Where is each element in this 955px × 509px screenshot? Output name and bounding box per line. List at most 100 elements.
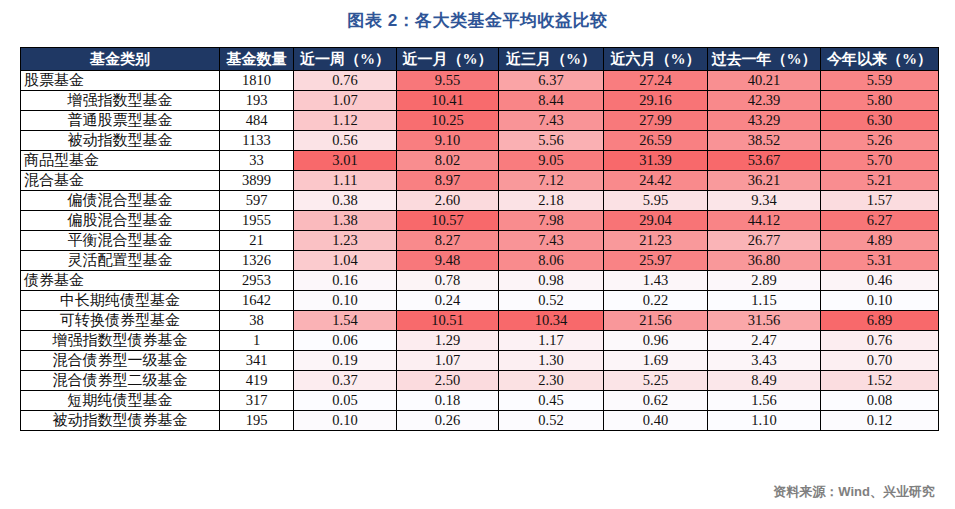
return-value-cell: 1.52 — [821, 371, 939, 391]
column-header-5: 近六月（%） — [604, 48, 708, 71]
return-value-cell: 27.99 — [604, 111, 708, 131]
table-row: 普通股票型基金4841.1210.257.4327.9943.296.30 — [21, 111, 939, 131]
fund-count-cell: 317 — [220, 391, 294, 411]
table-row: 债券基金29530.160.780.981.432.890.46 — [21, 271, 939, 291]
table-row: 混合基金38991.118.977.1224.4236.215.21 — [21, 171, 939, 191]
return-value-cell: 0.12 — [821, 411, 939, 431]
return-value-cell: 1.10 — [708, 411, 821, 431]
fund-count-cell: 597 — [220, 191, 294, 211]
fund-category-cell: 被动指数型基金 — [21, 131, 220, 151]
return-value-cell: 0.16 — [294, 271, 397, 291]
fund-category-cell: 普通股票型基金 — [21, 111, 220, 131]
return-value-cell: 40.21 — [708, 71, 821, 91]
return-value-cell: 7.12 — [499, 171, 604, 191]
return-value-cell: 0.46 — [821, 271, 939, 291]
page-title: 图表 2：各大类基金平均收益比较 — [0, 9, 955, 32]
return-value-cell: 3.43 — [708, 351, 821, 371]
return-value-cell: 6.30 — [821, 111, 939, 131]
return-value-cell: 0.76 — [821, 331, 939, 351]
fund-count-cell: 3899 — [220, 171, 294, 191]
return-value-cell: 0.10 — [294, 291, 397, 311]
column-header-6: 过去一年（%） — [708, 48, 821, 71]
fund-count-cell: 195 — [220, 411, 294, 431]
return-value-cell: 0.45 — [499, 391, 604, 411]
return-value-cell: 1.29 — [397, 331, 499, 351]
return-value-cell: 2.18 — [499, 191, 604, 211]
return-value-cell: 0.52 — [499, 411, 604, 431]
fund-category-cell: 混合债券型二级基金 — [21, 371, 220, 391]
return-value-cell: 1.04 — [294, 251, 397, 271]
return-value-cell: 42.39 — [708, 91, 821, 111]
column-header-3: 近一月（%） — [397, 48, 499, 71]
return-value-cell: 25.97 — [604, 251, 708, 271]
return-value-cell: 9.55 — [397, 71, 499, 91]
return-value-cell: 0.62 — [604, 391, 708, 411]
return-value-cell: 7.43 — [499, 111, 604, 131]
fund-count-cell: 1810 — [220, 71, 294, 91]
table-row: 被动指数型基金11330.569.105.5626.5938.525.26 — [21, 131, 939, 151]
fund-category-cell: 被动指数型债券基金 — [21, 411, 220, 431]
fund-category-cell: 中长期纯债型基金 — [21, 291, 220, 311]
fund-category-cell: 增强指数型基金 — [21, 91, 220, 111]
fund-category-cell: 平衡混合型基金 — [21, 231, 220, 251]
return-value-cell: 1.57 — [821, 191, 939, 211]
return-value-cell: 36.21 — [708, 171, 821, 191]
column-header-1: 基金数量 — [220, 48, 294, 71]
return-value-cell: 4.89 — [821, 231, 939, 251]
return-value-cell: 43.29 — [708, 111, 821, 131]
fund-count-cell: 1326 — [220, 251, 294, 271]
return-value-cell: 1.43 — [604, 271, 708, 291]
fund-category-cell: 偏股混合型基金 — [21, 211, 220, 231]
table-row: 混合债券型二级基金4190.372.502.305.258.491.52 — [21, 371, 939, 391]
return-value-cell: 0.18 — [397, 391, 499, 411]
return-value-cell: 9.05 — [499, 151, 604, 171]
fund-count-cell: 21 — [220, 231, 294, 251]
table-row: 可转换债券型基金381.5410.5110.3421.5631.566.89 — [21, 311, 939, 331]
return-value-cell: 0.19 — [294, 351, 397, 371]
return-value-cell: 36.80 — [708, 251, 821, 271]
return-value-cell: 10.51 — [397, 311, 499, 331]
fund-count-cell: 1642 — [220, 291, 294, 311]
fund-returns-table: 基金类别基金数量近一周（%）近一月（%）近三月（%）近六月（%）过去一年（%）今… — [20, 47, 939, 431]
return-value-cell: 8.27 — [397, 231, 499, 251]
fund-category-cell: 短期纯债型基金 — [21, 391, 220, 411]
return-value-cell: 8.97 — [397, 171, 499, 191]
fund-category-cell: 可转换债券型基金 — [21, 311, 220, 331]
return-value-cell: 26.59 — [604, 131, 708, 151]
return-value-cell: 1.69 — [604, 351, 708, 371]
return-value-cell: 6.37 — [499, 71, 604, 91]
table-row: 增强指数型基金1931.0710.418.4429.1642.395.80 — [21, 91, 939, 111]
return-value-cell: 5.70 — [821, 151, 939, 171]
fund-count-cell: 193 — [220, 91, 294, 111]
return-value-cell: 1.54 — [294, 311, 397, 331]
return-value-cell: 26.77 — [708, 231, 821, 251]
fund-count-cell: 341 — [220, 351, 294, 371]
return-value-cell: 5.80 — [821, 91, 939, 111]
return-value-cell: 5.26 — [821, 131, 939, 151]
return-value-cell: 0.08 — [821, 391, 939, 411]
return-value-cell: 0.70 — [821, 351, 939, 371]
fund-category-cell: 增强指数型债券基金 — [21, 331, 220, 351]
return-value-cell: 10.41 — [397, 91, 499, 111]
table-row: 短期纯债型基金3170.050.180.450.621.560.08 — [21, 391, 939, 411]
table-row: 增强指数型债券基金10.061.291.170.962.470.76 — [21, 331, 939, 351]
return-value-cell: 5.95 — [604, 191, 708, 211]
return-value-cell: 2.50 — [397, 371, 499, 391]
return-value-cell: 8.02 — [397, 151, 499, 171]
return-value-cell: 0.56 — [294, 131, 397, 151]
table-row: 股票基金18100.769.556.3727.2440.215.59 — [21, 71, 939, 91]
fund-count-cell: 1133 — [220, 131, 294, 151]
return-value-cell: 53.67 — [708, 151, 821, 171]
return-value-cell: 2.89 — [708, 271, 821, 291]
return-value-cell: 7.43 — [499, 231, 604, 251]
return-value-cell: 29.04 — [604, 211, 708, 231]
return-value-cell: 8.44 — [499, 91, 604, 111]
fund-category-cell: 股票基金 — [21, 71, 220, 91]
return-value-cell: 21.23 — [604, 231, 708, 251]
return-value-cell: 5.59 — [821, 71, 939, 91]
return-value-cell: 5.56 — [499, 131, 604, 151]
return-value-cell: 2.60 — [397, 191, 499, 211]
return-value-cell: 0.26 — [397, 411, 499, 431]
fund-category-cell: 混合基金 — [21, 171, 220, 191]
return-value-cell: 38.52 — [708, 131, 821, 151]
